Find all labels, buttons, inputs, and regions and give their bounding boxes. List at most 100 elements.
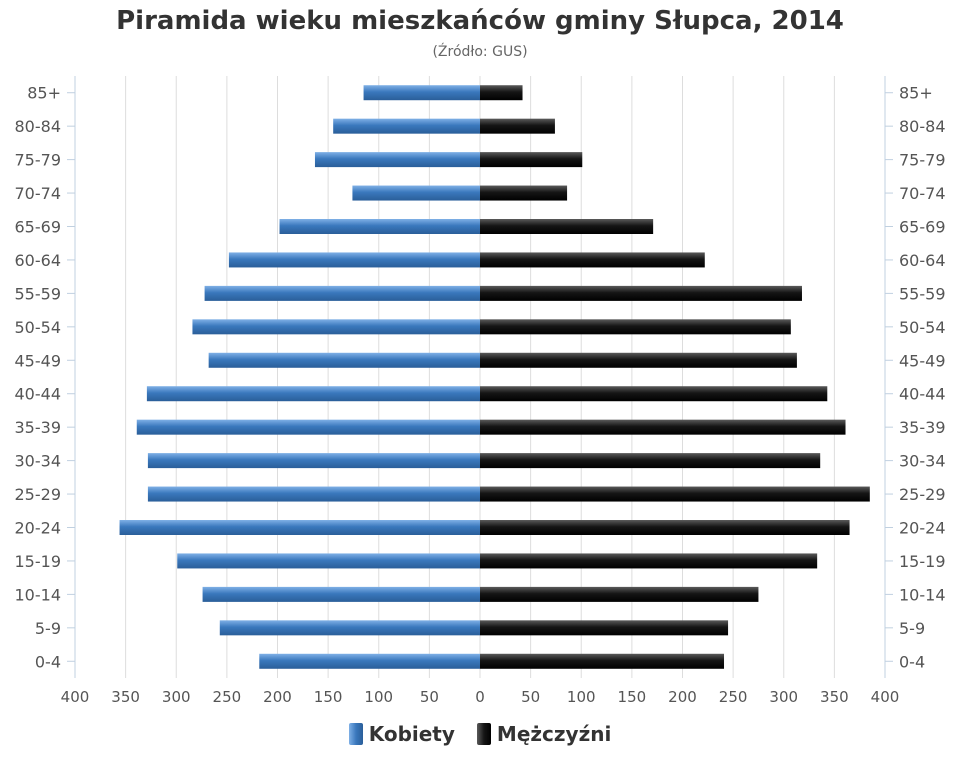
bar-female (259, 653, 480, 669)
y-tick-label-right: 55-59 (899, 284, 946, 303)
bar-female (228, 252, 480, 268)
y-tick-label-left: 35-39 (15, 418, 62, 437)
bar-female (147, 486, 480, 502)
x-tick-label: 100 (364, 688, 393, 706)
chart-subtitle: (Źródło: GUS) (432, 44, 528, 60)
x-tick-label: 250 (719, 688, 748, 706)
x-tick-label: 0 (475, 688, 485, 706)
y-tick-label-left: 55-59 (15, 284, 62, 303)
y-tick-label-left: 25-29 (15, 485, 62, 504)
legend-label-female: Kobiety (368, 722, 455, 746)
y-tick-label-left: 80-84 (15, 117, 62, 136)
bar-female (147, 453, 480, 469)
x-tick-label: 400 (61, 688, 90, 706)
bar-male (480, 152, 583, 168)
bar-female (363, 85, 480, 101)
y-tick-label-left: 10-14 (15, 585, 62, 604)
bar-female (119, 520, 481, 535)
bar-female (192, 319, 480, 335)
legend-swatch-female (348, 723, 363, 745)
bar-male (480, 586, 759, 602)
y-tick-label-right: 70-74 (899, 184, 946, 203)
x-tick-label: 200 (668, 688, 697, 706)
y-tick-label-right: 50-54 (899, 318, 946, 337)
x-tick-label: 300 (769, 688, 798, 706)
y-tick-label-left: 50-54 (15, 318, 62, 337)
bar-male (480, 620, 729, 636)
bar-male (480, 352, 797, 368)
y-tick-label-right: 75-79 (899, 151, 946, 170)
bar-female (352, 185, 480, 201)
bar-female (146, 386, 480, 402)
y-tick-label-right: 30-34 (899, 452, 946, 471)
bars (119, 85, 870, 669)
bar-male (480, 553, 818, 569)
y-tick-label-left: 5-9 (35, 619, 61, 638)
legend-item-male[interactable]: Mężczyźni (476, 722, 612, 746)
bar-male (480, 419, 846, 435)
y-tick-label-right: 40-44 (899, 385, 946, 404)
bar-female (208, 352, 480, 368)
y-tick-label-left: 40-44 (15, 385, 62, 404)
y-tick-label-right: 5-9 (899, 619, 925, 638)
bar-male (480, 285, 802, 301)
axis-labels: 400 350 300 250 200 150 100 50 0 50 100 150 200 250 30… (15, 84, 946, 706)
bar-male (480, 319, 791, 335)
y-tick-label-left: 0-4 (35, 652, 61, 671)
x-tick-label: 350 (820, 688, 849, 706)
bar-female (202, 586, 480, 602)
bar-male (480, 520, 850, 535)
bar-male (480, 653, 725, 669)
x-tick-label: 50 (521, 688, 540, 706)
y-tick-label-right: 25-29 (899, 485, 946, 504)
legend-item-female[interactable]: Kobiety (348, 722, 455, 746)
y-tick-label-right: 85+ (899, 84, 933, 103)
bar-male (480, 486, 870, 502)
y-tick-label-right: 0-4 (899, 652, 925, 671)
x-tick-label: 50 (420, 688, 439, 706)
bar-female (219, 620, 480, 636)
y-tick-label-left: 65-69 (15, 218, 62, 237)
bar-male (480, 252, 705, 268)
legend-label-male: Mężczyźni (496, 722, 612, 746)
y-tick-label-left: 75-79 (15, 151, 62, 170)
x-tick-label: 100 (567, 688, 596, 706)
y-tick-label-right: 10-14 (899, 585, 946, 604)
y-tick-label-left: 15-19 (15, 552, 62, 571)
grid-lines (74, 76, 886, 678)
bar-female (177, 553, 480, 569)
bar-male (480, 85, 523, 101)
y-tick-label-left: 20-24 (15, 519, 62, 538)
y-tick-label-right: 35-39 (899, 418, 946, 437)
bar-male (480, 219, 654, 234)
y-tick-label-left: 45-49 (15, 351, 62, 370)
bar-male (480, 118, 555, 134)
legend: Kobiety Mężczyźni (0, 722, 960, 746)
y-tick-label-right: 45-49 (899, 351, 946, 370)
bar-female (204, 285, 480, 301)
y-tick-label-right: 20-24 (899, 519, 946, 538)
y-tick-label-right: 60-64 (899, 251, 946, 270)
y-tick-label-left: 30-34 (15, 452, 62, 471)
bar-female (333, 118, 480, 134)
x-tick-label: 300 (162, 688, 191, 706)
y-tick-label-left: 60-64 (15, 251, 62, 270)
bar-male (480, 453, 821, 469)
y-tick-label-left: 85+ (27, 84, 61, 103)
bar-female (314, 152, 480, 168)
x-tick-label: 200 (263, 688, 292, 706)
bar-male (480, 185, 568, 201)
y-tick-label-right: 80-84 (899, 117, 946, 136)
x-tick-label: 150 (618, 688, 647, 706)
x-tick-label: 150 (314, 688, 343, 706)
legend-swatch-male (476, 723, 491, 745)
x-tick-label: 350 (111, 688, 140, 706)
y-tick-label-right: 15-19 (899, 552, 946, 571)
x-tick-label: 250 (213, 688, 242, 706)
y-tick-label-right: 65-69 (899, 218, 946, 237)
chart-title: Piramida wieku mieszkańców gminy Słupca,… (116, 6, 844, 36)
bar-female (279, 219, 480, 234)
x-tick-label: 400 (871, 688, 900, 706)
